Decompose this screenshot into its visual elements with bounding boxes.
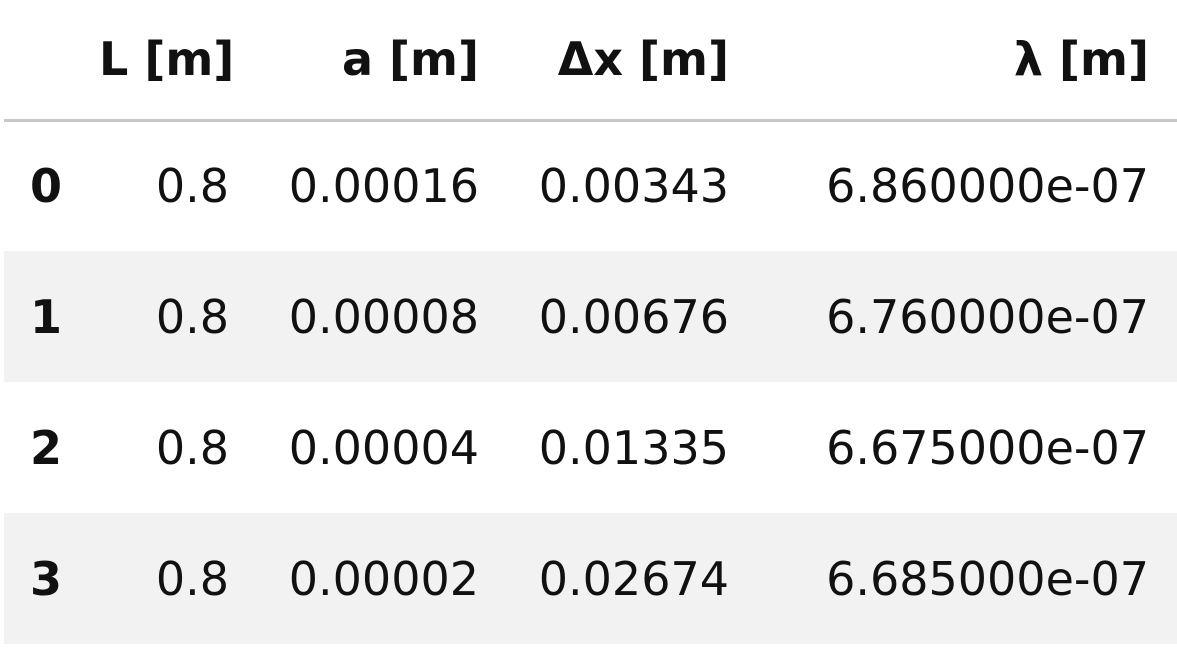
cell-L: 0.8 (155, 289, 229, 344)
header-row: L [m] a [m] Δx [m] λ [m] (4, 0, 1177, 122)
cell-dx: 0.00676 (538, 289, 729, 344)
row-index: 2 (30, 420, 63, 475)
cell-lambda: 6.860000e-07 (826, 159, 1149, 214)
table-row: 2 0.8 0.00004 0.01335 6.675000e-07 (4, 382, 1177, 513)
cell-L: 0.8 (155, 420, 229, 475)
cell-dx: 0.02674 (538, 551, 729, 606)
cell-lambda: 6.675000e-07 (826, 420, 1149, 475)
column-header-a: a [m] (257, 0, 507, 122)
cell-a: 0.00004 (288, 420, 479, 475)
cell-L: 0.8 (155, 551, 229, 606)
cell-lambda: 6.685000e-07 (826, 551, 1149, 606)
table-row: 1 0.8 0.00008 0.00676 6.760000e-07 (4, 251, 1177, 382)
table-body: 0 0.8 0.00016 0.00343 6.860000e-07 1 0.8… (4, 120, 1177, 644)
cell-L: 0.8 (155, 159, 229, 214)
cell-lambda: 6.760000e-07 (826, 289, 1149, 344)
row-index: 3 (30, 551, 63, 606)
table-row: 0 0.8 0.00016 0.00343 6.860000e-07 (4, 120, 1177, 251)
cell-a: 0.00002 (288, 551, 479, 606)
row-index: 0 (30, 159, 63, 214)
column-header-dx: Δx [m] (507, 0, 757, 122)
column-header-L: L [m] (99, 0, 257, 122)
cell-dx: 0.01335 (538, 420, 729, 475)
index-header (4, 0, 99, 122)
cell-a: 0.00016 (288, 159, 479, 214)
column-header-lambda: λ [m] (757, 0, 1177, 122)
cell-dx: 0.00343 (538, 159, 729, 214)
table-header: L [m] a [m] Δx [m] λ [m] (4, 0, 1177, 122)
table-row: 3 0.8 0.00002 0.02674 6.685000e-07 (4, 513, 1177, 644)
row-index: 1 (30, 289, 63, 344)
dataframe-table: L [m] a [m] Δx [m] λ [m] 0 0.8 0.00016 0… (4, 0, 1177, 644)
cell-a: 0.00008 (288, 289, 479, 344)
